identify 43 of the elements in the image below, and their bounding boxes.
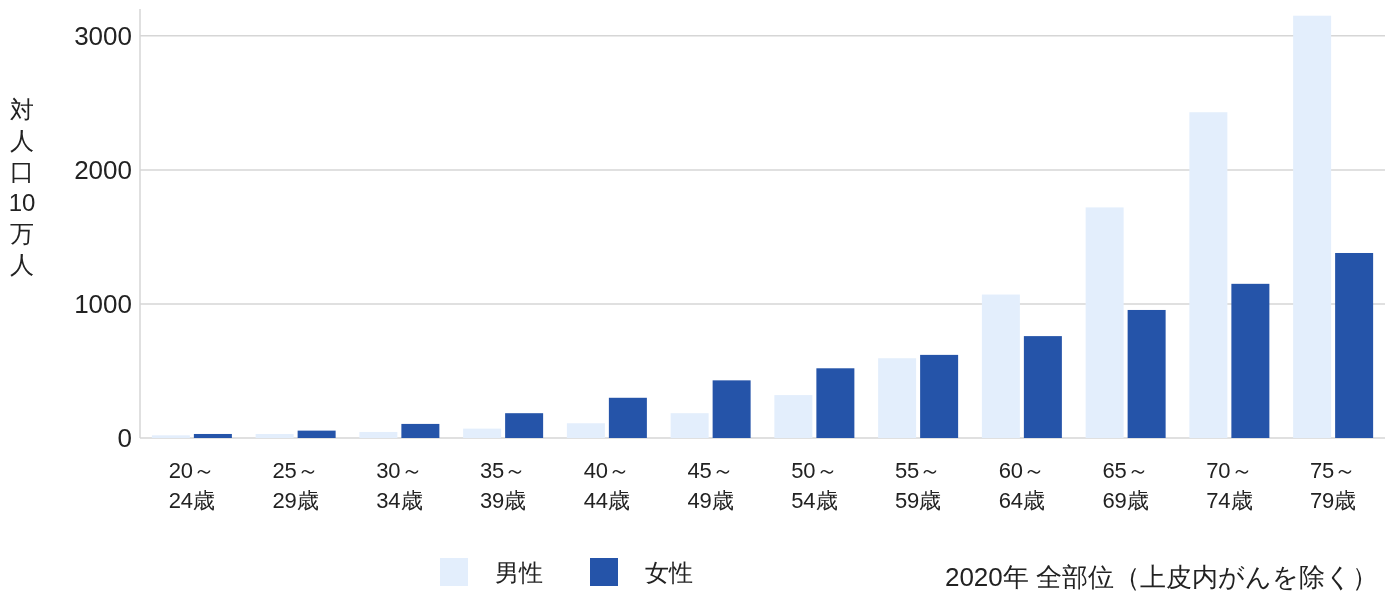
x-tick-label: 45～49歳 xyxy=(687,458,734,513)
bar xyxy=(1293,15,1332,438)
legend-label: 女性 xyxy=(645,559,693,586)
y-tick-label: 3000 xyxy=(74,20,132,51)
text: 2020年 全部位（上皮内がんを除く） xyxy=(944,562,1378,592)
y-tick-label: 0 xyxy=(117,423,132,453)
x-tick-label: 25～29歳 xyxy=(272,458,319,513)
x-tick-label: 40～44歳 xyxy=(583,458,631,513)
bar xyxy=(1189,112,1228,438)
bar xyxy=(670,413,709,438)
bar xyxy=(359,431,398,438)
bar xyxy=(505,413,544,438)
bar xyxy=(1085,207,1124,438)
y-tick-label: 2000 xyxy=(74,154,132,185)
legend-label: 男性 xyxy=(495,559,543,586)
bar xyxy=(981,294,1020,438)
bar xyxy=(878,358,917,438)
bar xyxy=(712,380,751,438)
bar xyxy=(1335,252,1374,438)
bar xyxy=(463,428,502,438)
bar xyxy=(816,368,855,438)
x-tick-label: 65～69歳 xyxy=(1102,458,1149,513)
bar xyxy=(255,433,294,438)
bar xyxy=(297,430,336,438)
bar xyxy=(1231,283,1270,438)
x-tick-label: 20～24歳 xyxy=(168,458,216,513)
bar xyxy=(1023,336,1062,438)
x-tick-label: 30～34歳 xyxy=(376,458,423,513)
x-tick-label: 70～74歳 xyxy=(1206,458,1253,513)
bar xyxy=(920,354,959,438)
x-tick-label: 50～54歳 xyxy=(791,458,838,513)
bar xyxy=(401,423,440,438)
x-tick-label: 60～64歳 xyxy=(998,458,1046,513)
bar xyxy=(774,395,813,438)
bar xyxy=(608,397,647,438)
x-tick-label: 35～39歳 xyxy=(479,458,527,513)
y-tick-label: 1000 xyxy=(74,288,132,319)
y-axis-title: 対人口10万人 xyxy=(8,96,36,278)
bar xyxy=(193,433,232,438)
bar xyxy=(1127,309,1166,438)
x-tick-label: 75～79歳 xyxy=(1309,458,1357,513)
bar xyxy=(566,423,605,438)
x-tick-label: 55～59歳 xyxy=(894,458,942,513)
